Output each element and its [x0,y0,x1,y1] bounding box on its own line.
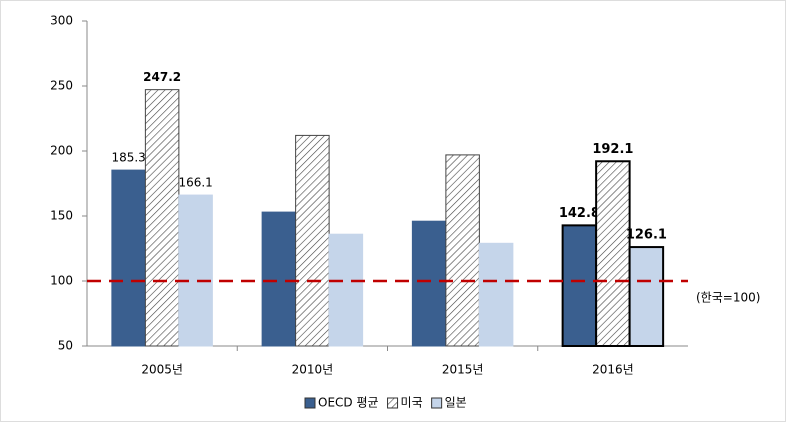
legend-label: 미국 [401,396,423,410]
y-tick-label: 250 [50,79,73,93]
bar [111,169,146,347]
bar [445,154,480,347]
legend-label: 일본 [445,396,467,410]
bar [178,194,213,347]
data-label: 142.8 [559,206,600,221]
bar [561,224,598,347]
bar [295,134,330,347]
legend-swatch [387,397,399,409]
bar [144,89,180,347]
bar [628,246,665,348]
legend-label: OECD 평균 [318,396,379,410]
reference-label: (한국=100) [696,291,760,305]
y-tick-label: 200 [50,144,73,158]
legend-swatch [304,397,316,409]
bar [261,211,297,347]
x-tick-label: 2016년 [592,363,634,377]
y-tick-label: 50 [58,339,73,353]
data-label: 192.1 [592,142,633,157]
y-tick-label: 100 [50,274,73,288]
x-tick-label: 2005년 [141,363,183,377]
y-tick-label: 150 [50,209,73,223]
bar [478,242,514,347]
bar [595,160,631,347]
legend-swatch [431,397,443,409]
bar [411,220,447,347]
data-label: 126.1 [626,228,667,243]
x-tick-label: 2015년 [442,363,484,377]
data-label: 166.1 [178,176,212,190]
data-label: 185.3 [111,151,145,165]
bar [328,233,364,347]
x-tick-label: 2010년 [292,363,334,377]
y-tick-label: 300 [50,14,73,28]
data-label: 247.2 [143,70,181,84]
